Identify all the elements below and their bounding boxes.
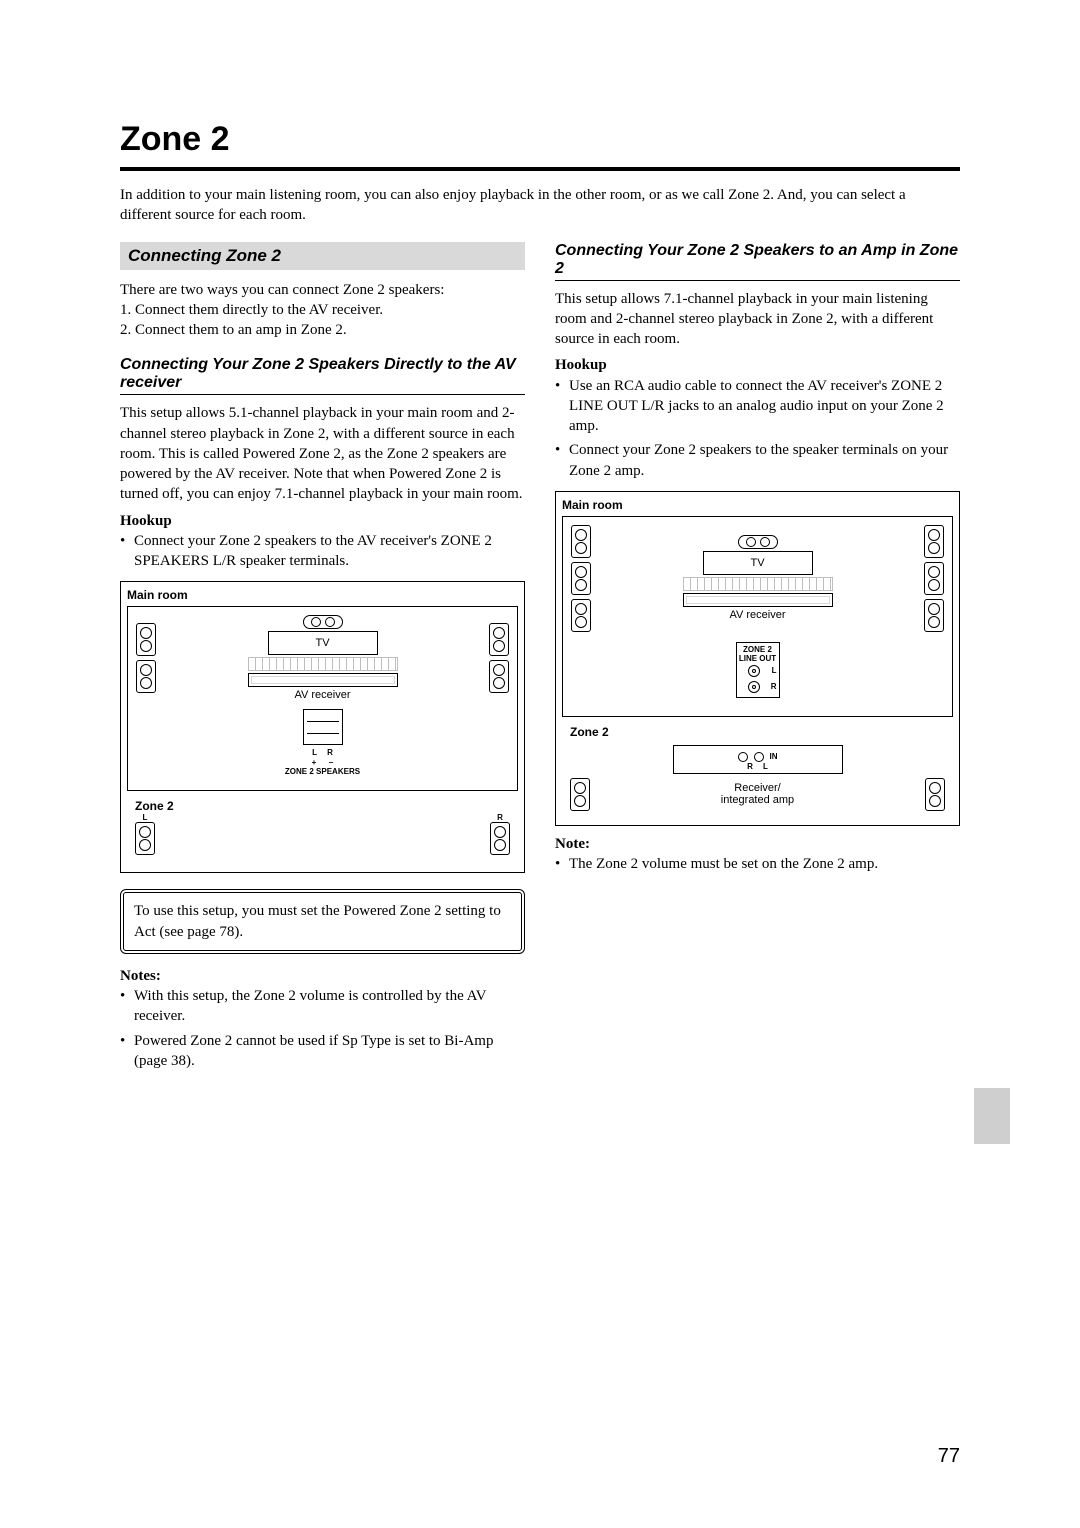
speaker-icon xyxy=(136,623,156,656)
d1-r: R xyxy=(327,748,333,757)
speaker-icon xyxy=(924,599,944,632)
d2-amp-label: Receiver/ integrated amp xyxy=(590,782,925,806)
left-intro: There are two ways you can connect Zone … xyxy=(120,280,525,300)
page-number: 77 xyxy=(938,1445,960,1468)
tv-icon: TV xyxy=(268,631,378,655)
terminal-icon xyxy=(303,709,343,745)
speaker-icon xyxy=(136,660,156,693)
d1-avr-label: AV receiver xyxy=(156,689,489,701)
callout-box: To use this setup, you must set the Powe… xyxy=(120,889,525,954)
speaker-icon xyxy=(924,525,944,558)
diagram-direct: Main room TV AV receiver xyxy=(120,581,525,873)
left-note-1: With this setup, the Zone 2 volume is co… xyxy=(120,986,525,1027)
d2-main-room-box: TV AV receiver ZONE 2 L xyxy=(562,516,953,717)
d1-conn-label: ZONE 2 SPEAKERS xyxy=(136,767,509,776)
speaker-icon xyxy=(489,660,509,693)
d2-mainroom-label: Main room xyxy=(562,498,953,512)
speaker-icon xyxy=(571,562,591,595)
component-icon xyxy=(683,577,833,591)
av-receiver-icon xyxy=(683,593,833,607)
d1-main-room-box: TV AV receiver L xyxy=(127,606,518,791)
section-connecting-zone2: Connecting Zone 2 xyxy=(120,242,525,270)
intro-text: In addition to your main listening room,… xyxy=(120,185,960,226)
d2-r: R xyxy=(771,682,777,691)
right-note-1: The Zone 2 volume must be set on the Zon… xyxy=(555,854,960,874)
d1-plus: + xyxy=(312,758,317,767)
side-tab xyxy=(974,1088,1010,1144)
left-column: Connecting Zone 2 There are two ways you… xyxy=(120,242,525,1076)
right-hookup-label: Hookup xyxy=(555,355,960,375)
speaker-icon xyxy=(489,623,509,656)
d2-zone2-box: Zone 2 IN R L Receiver/ integrate xyxy=(562,716,953,819)
d2-amp-r: R xyxy=(747,762,753,771)
d1-zone2-l: L xyxy=(135,813,155,822)
right-subheading-amp: Connecting Your Zone 2 Speakers to an Am… xyxy=(555,242,960,281)
av-receiver-icon xyxy=(248,673,398,687)
left-sub1-para: This setup allows 5.1-channel playback i… xyxy=(120,403,525,504)
right-column: Connecting Your Zone 2 Speakers to an Am… xyxy=(555,242,960,1076)
d2-zone2-label: Zone 2 xyxy=(570,725,945,739)
right-note-label: Note: xyxy=(555,834,960,854)
callout-text: To use this setup, you must set the Powe… xyxy=(134,903,501,939)
d1-zone2-label: Zone 2 xyxy=(135,799,510,813)
tv-icon: TV xyxy=(703,551,813,575)
left-notes-label: Notes: xyxy=(120,966,525,986)
speaker-icon xyxy=(924,562,944,595)
d2-avr-label: AV receiver xyxy=(591,609,924,621)
right-hookup-item-1: Use an RCA audio cable to connect the AV… xyxy=(555,376,960,437)
d2-l: L xyxy=(772,666,777,675)
speaker-icon xyxy=(490,822,510,855)
page-title: Zone 2 xyxy=(120,120,960,159)
d1-mainroom-label: Main room xyxy=(127,588,518,602)
left-step-1: 1. Connect them directly to the AV recei… xyxy=(120,300,525,320)
speaker-icon xyxy=(571,525,591,558)
left-hookup-item-1: Connect your Zone 2 speakers to the AV r… xyxy=(120,531,525,572)
d2-in: IN xyxy=(770,752,778,761)
diagram-amp: Main room TV AV receive xyxy=(555,491,960,826)
right-hookup-item-2: Connect your Zone 2 speakers to the spea… xyxy=(555,440,960,481)
subwoofer-icon xyxy=(738,535,778,549)
lineout-icon: ZONE 2 LINE OUT L R xyxy=(736,642,780,698)
d2-tv-label: TV xyxy=(750,557,764,569)
speaker-icon xyxy=(571,599,591,632)
d2-lineout-label: ZONE 2 LINE OUT xyxy=(739,645,777,663)
d1-zone2-r: R xyxy=(490,813,510,822)
d1-l: L xyxy=(312,748,317,757)
speaker-icon xyxy=(570,778,590,811)
left-hookup-label: Hookup xyxy=(120,511,525,531)
d2-amp-l: L xyxy=(763,762,768,771)
d1-tv-label: TV xyxy=(315,637,329,649)
left-note-2: Powered Zone 2 cannot be used if Sp Type… xyxy=(120,1031,525,1072)
subwoofer-icon xyxy=(303,615,343,629)
component-icon xyxy=(248,657,398,671)
title-rule xyxy=(120,167,960,171)
speaker-icon xyxy=(925,778,945,811)
right-sub1-para: This setup allows 7.1-channel playback i… xyxy=(555,289,960,350)
d1-zone2-box: Zone 2 L R xyxy=(127,790,518,866)
left-subheading-direct: Connecting Your Zone 2 Speakers Directly… xyxy=(120,356,525,395)
speaker-icon xyxy=(135,822,155,855)
amp-icon: IN R L xyxy=(673,745,843,774)
d1-minus: – xyxy=(329,758,333,767)
left-step-2: 2. Connect them to an amp in Zone 2. xyxy=(120,320,525,340)
